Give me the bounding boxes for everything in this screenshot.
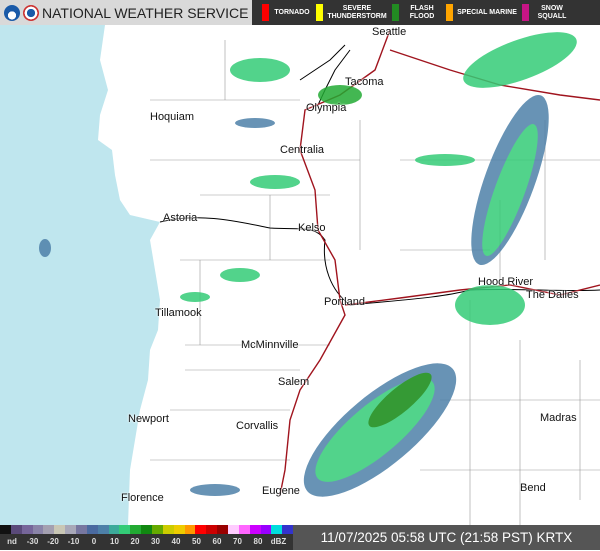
dbz-color-swatch <box>65 525 77 534</box>
alert-label: FLASH FLOOD <box>409 4 435 20</box>
dbz-color-swatch <box>130 525 142 534</box>
dbz-color-swatch <box>76 525 87 534</box>
dbz-color-swatch <box>162 525 174 534</box>
city-label-the-dalles: The Dalles <box>526 289 579 301</box>
ocean <box>0 25 160 525</box>
site-title: NATIONAL WEATHER SERVICE <box>42 4 249 21</box>
dbz-tick-label: 10 <box>110 537 119 546</box>
city-label-florence: Florence <box>121 492 164 504</box>
brand: NATIONAL WEATHER SERVICE <box>0 0 252 25</box>
dbz-tick-label: -20 <box>47 537 59 546</box>
dbz-color-swatch <box>108 525 120 534</box>
dbz-legend: nd -30 -20 -10 0 10 20 30 40 50 60 70 80 dBZ <box>0 525 294 550</box>
city-label-mcminnville: McMinnville <box>241 339 299 351</box>
dbz-tick-label: -30 <box>26 537 39 546</box>
dbz-tick-label: 0 <box>91 537 97 546</box>
dbz-color-swatch <box>152 525 163 534</box>
city-label-tillamook: Tillamook <box>155 307 202 319</box>
alert-type-tornado: TORNADO <box>262 4 312 21</box>
timestamp: 11/07/2025 05:58 UTC (21:58 PST) KRTX <box>293 525 600 550</box>
alert-type-severe-thunderstorm: SEVERE THUNDERSTORM <box>316 4 388 21</box>
dbz-tick-label: 70 <box>233 537 242 546</box>
city-label-corvallis: Corvallis <box>236 420 279 432</box>
city-label-salem: Salem <box>278 376 310 388</box>
alert-label: SNOW SQUALL <box>537 4 567 20</box>
city-label-olympia: Olympia <box>306 102 347 114</box>
alert-label: SEVERE THUNDERSTORM <box>327 4 387 20</box>
city-label-kelso: Kelso <box>298 222 326 234</box>
alert-swatch <box>316 4 323 21</box>
dbz-tick-labels: nd -30 -20 -10 0 10 20 30 40 50 60 70 80 dBZ <box>0 534 293 550</box>
dbz-color-swatch <box>249 525 261 534</box>
alert-type-special-marine: SPECIAL MARINE <box>446 4 518 21</box>
city-label-hoquiam: Hoquiam <box>150 111 195 123</box>
dbz-tick-label: 30 <box>151 537 160 546</box>
city-label-seattle: Seattle <box>372 26 407 38</box>
dbz-color-swatch <box>228 525 239 534</box>
city-label-centralia: Centralia <box>280 144 325 156</box>
dbz-color-swatch <box>195 525 207 534</box>
dbz-color-swatch <box>97 525 109 534</box>
dbz-color-bar <box>0 525 294 534</box>
alert-swatch <box>262 4 269 21</box>
dbz-tick-label: 40 <box>171 537 181 546</box>
dbz-tick-label: 60 <box>212 537 222 546</box>
city-label-portland: Portland <box>324 296 365 308</box>
alert-swatch <box>392 4 399 21</box>
alert-type-snow-squall: SNOW SQUALL <box>522 4 572 21</box>
dbz-color-swatch <box>282 525 294 534</box>
dbz-color-swatch <box>260 525 272 534</box>
dbz-color-swatch <box>21 525 33 534</box>
alert-swatch <box>446 4 453 21</box>
dbz-color-swatch <box>0 525 11 534</box>
city-label-astoria: Astoria <box>163 212 198 224</box>
alert-label: TORNADO <box>274 8 310 16</box>
dbz-tick-label: -10 <box>67 537 80 546</box>
city-label-madras: Madras <box>540 412 577 424</box>
dbz-color-swatch <box>184 525 196 534</box>
alert-swatch <box>522 4 529 21</box>
nws-logo-icon <box>23 4 39 21</box>
dbz-tick-label: 80 <box>253 537 263 546</box>
alert-legend: TORNADO SEVERE THUNDERSTORM FLASH FLOOD SPE… <box>252 0 600 25</box>
alert-type-flash-flood: FLASH FLOOD <box>392 4 442 21</box>
dbz-color-swatch <box>271 525 283 534</box>
city-label-eugene: Eugene <box>262 485 300 497</box>
dbz-color-swatch <box>119 525 131 534</box>
dbz-color-swatch <box>54 525 66 534</box>
dbz-color-swatch <box>86 525 98 534</box>
dbz-tick-label: nd <box>7 537 17 546</box>
dbz-color-swatch <box>206 525 218 534</box>
dbz-color-swatch <box>173 525 185 534</box>
dbz-color-swatch <box>238 525 250 534</box>
city-label-hood-river: Hood River <box>478 276 534 288</box>
radar-map[interactable] <box>0 25 600 525</box>
city-label-newport: Newport <box>128 413 169 425</box>
header: NATIONAL WEATHER SERVICE TORNADO SEVERE T… <box>0 0 600 25</box>
radar-echoes <box>39 32 577 497</box>
dbz-color-swatch <box>10 525 22 534</box>
dbz-color-swatch <box>141 525 153 534</box>
noaa-logo-icon <box>4 4 20 21</box>
dbz-tick-label: dBZ <box>270 537 287 546</box>
dbz-tick-label: 20 <box>130 537 140 546</box>
alert-label: SPECIAL MARINE <box>457 8 517 16</box>
dbz-color-swatch <box>217 525 229 534</box>
dbz-tick-label: 50 <box>192 537 201 546</box>
city-label-bend: Bend <box>520 482 546 494</box>
city-label-tacoma: Tacoma <box>345 76 384 88</box>
dbz-color-swatch <box>32 525 44 534</box>
dbz-color-swatch <box>43 525 55 534</box>
